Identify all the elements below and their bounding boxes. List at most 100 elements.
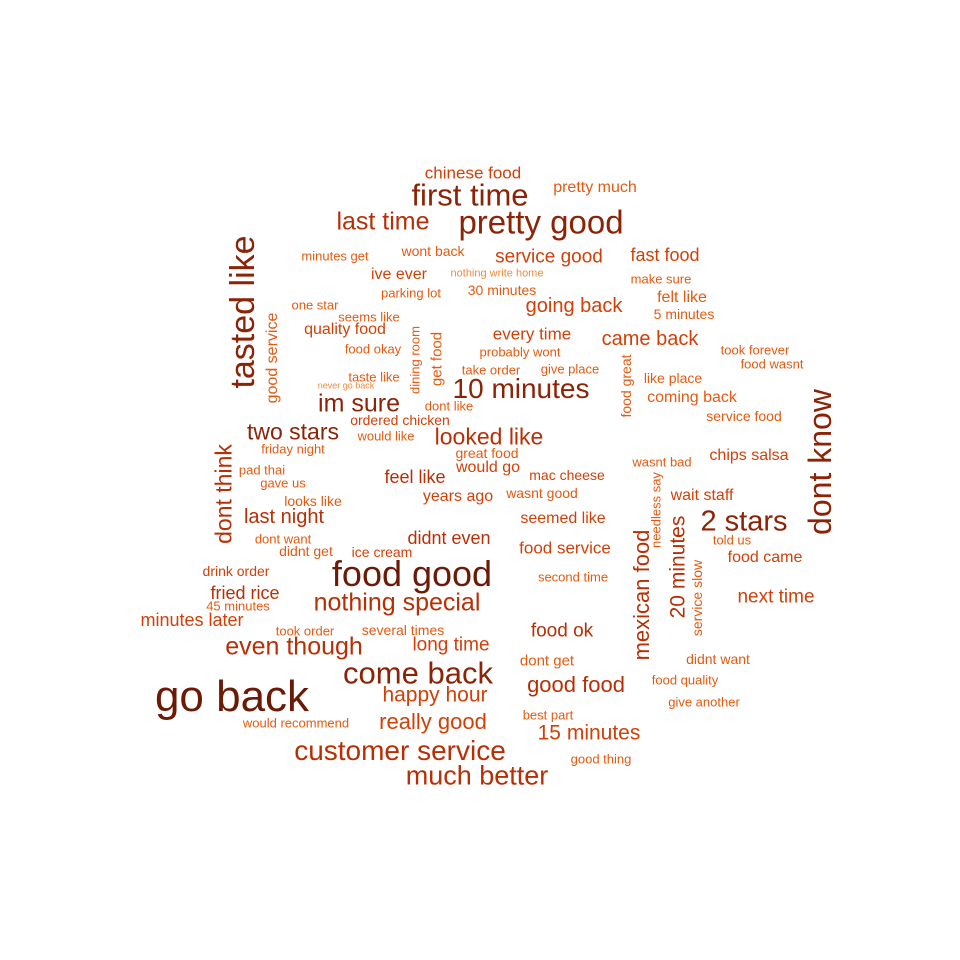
- word-drink-order: drink order: [202, 563, 270, 579]
- word-10-minutes: 10 minutes: [452, 373, 590, 404]
- word-dont-think: dont think: [210, 444, 237, 544]
- word-dont-know: dont know: [802, 389, 838, 535]
- word-minutes-get: minutes get: [301, 248, 369, 264]
- word-going-back: going back: [525, 295, 623, 317]
- word-told-us: told us: [712, 532, 752, 548]
- word-nothing-special: nothing special: [313, 588, 481, 617]
- word-5-minutes: 5 minutes: [653, 306, 715, 322]
- word-even-though: even though: [225, 632, 363, 661]
- word-one-star: one star: [291, 297, 339, 313]
- word-two-stars: two stars: [246, 418, 340, 445]
- word-seems-like: seems like: [338, 309, 400, 325]
- word-give-place: give place: [540, 361, 600, 377]
- word-go-back: go back: [154, 672, 310, 721]
- word-really-good: really good: [379, 709, 487, 734]
- word-ice-cream: ice cream: [351, 544, 413, 560]
- word-never-go-back: never go back: [317, 380, 375, 391]
- word-last-time: last time: [336, 207, 430, 236]
- word-would-recommend: would recommend: [242, 715, 350, 731]
- word-mac-cheese: mac cheese: [529, 467, 605, 483]
- word-years-ago: years ago: [422, 488, 494, 505]
- word-tasted-like: tasted like: [224, 235, 262, 389]
- word-45-minutes: 45 minutes: [206, 598, 270, 614]
- word-food-ok: food ok: [530, 620, 594, 642]
- word-chips-salsa: chips salsa: [709, 447, 789, 464]
- word-second-time: second time: [537, 569, 609, 585]
- word-needless-say: needless say: [648, 472, 664, 548]
- word-20-minutes: 20 minutes: [666, 515, 690, 619]
- word-come-back: come back: [343, 655, 493, 691]
- word-minutes-later: minutes later: [140, 610, 244, 630]
- word-parking-lot: parking lot: [381, 285, 441, 301]
- word-dont-want: dont want: [254, 531, 312, 547]
- word-dont-like: dont like: [424, 398, 474, 414]
- word-coming-back: coming back: [647, 389, 737, 406]
- word-taste-like: taste like: [348, 369, 400, 385]
- word-best-part: best part: [522, 707, 574, 723]
- word-customer-service: customer service: [294, 735, 506, 766]
- word-came-back: came back: [601, 328, 699, 350]
- word-food-great: food great: [618, 354, 634, 418]
- word-ordered-chicken: ordered chicken: [350, 412, 450, 428]
- word-feel-like: feel like: [384, 467, 446, 487]
- word-friday-night: friday night: [261, 441, 325, 457]
- word-wait-staff: wait staff: [670, 487, 734, 504]
- word-pad-thai: pad thai: [238, 462, 286, 478]
- word-pretty-much: pretty much: [553, 179, 637, 196]
- word-gave-us: gave us: [260, 475, 306, 491]
- word-great-food: great food: [455, 445, 519, 461]
- word-food-came: food came: [727, 549, 803, 566]
- word-2-stars: 2 stars: [700, 505, 788, 538]
- word-service-slow: service slow: [689, 559, 705, 637]
- word-30-minutes: 30 minutes: [467, 282, 537, 298]
- word-would-like: would like: [357, 428, 415, 444]
- word-felt-like: felt like: [657, 289, 707, 306]
- word-seemed-like: seemed like: [520, 510, 606, 527]
- word-good-thing: good thing: [570, 751, 632, 767]
- word-wasnt-bad: wasnt bad: [632, 454, 692, 470]
- word-give-another: give another: [668, 694, 740, 710]
- word-long-time: long time: [412, 634, 490, 656]
- word-good-service: good service: [264, 312, 281, 404]
- word-fast-food: fast food: [630, 245, 700, 265]
- word-took-forever: took forever: [720, 342, 790, 358]
- word-food-wasnt: food wasnt: [740, 356, 804, 372]
- word-looked-like: looked like: [434, 423, 544, 450]
- word-didnt-want: didnt want: [686, 651, 750, 667]
- word-much-better: much better: [405, 760, 549, 791]
- word-food-good: food good: [331, 553, 493, 594]
- word-fried-rice: fried rice: [210, 583, 280, 603]
- word-service-good: service good: [495, 246, 603, 268]
- word-took-order: took order: [275, 623, 335, 639]
- word-service-food: service food: [706, 408, 782, 424]
- word-would-go: would go: [455, 459, 521, 476]
- word-several-times: several times: [361, 622, 445, 638]
- word-im-sure: im sure: [318, 389, 400, 418]
- word-get-food: get food: [428, 331, 446, 387]
- word-pretty-good: pretty good: [458, 203, 624, 241]
- word-happy-hour: happy hour: [382, 683, 488, 707]
- word-first-time: first time: [411, 177, 529, 213]
- word-make-sure: make sure: [630, 271, 692, 287]
- word-wont-back: wont back: [401, 243, 465, 259]
- word-looks-like: looks like: [284, 493, 342, 509]
- word-good-food: good food: [527, 672, 625, 697]
- word-every-time: every time: [492, 324, 572, 344]
- word-chinese-food: chinese food: [424, 163, 522, 183]
- word-probably-wont: probably wont: [479, 344, 561, 360]
- word-dont-get: dont get: [519, 652, 575, 670]
- word-15-minutes: 15 minutes: [537, 721, 641, 745]
- word-quality-food: quality food: [304, 321, 386, 338]
- word-next-time: next time: [737, 586, 815, 608]
- word-ive-ever: ive ever: [370, 266, 428, 283]
- word-didnt-even: didnt even: [407, 528, 491, 548]
- word-food-quality: food quality: [651, 672, 719, 688]
- word-wasnt-good: wasnt good: [506, 485, 578, 501]
- word-nothing-write-home: nothing write home: [450, 267, 544, 280]
- word-food-okay: food okay: [344, 341, 402, 357]
- word-last-night: last night: [243, 506, 325, 528]
- word-didnt-get: didnt get: [279, 543, 333, 559]
- word-food-service: food service: [519, 538, 611, 558]
- word-dining-room: dining room: [407, 326, 423, 394]
